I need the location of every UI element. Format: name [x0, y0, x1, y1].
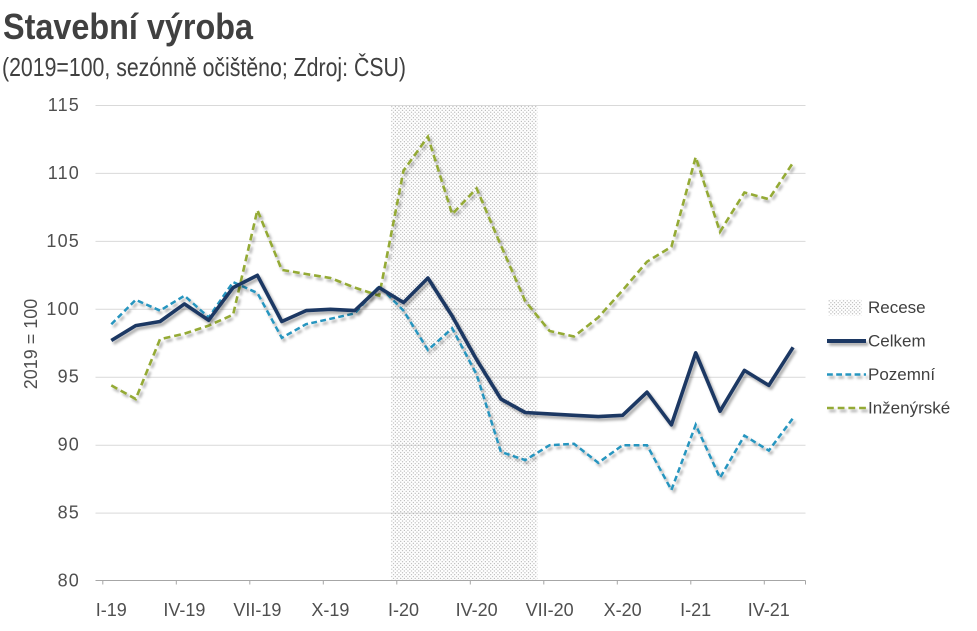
svg-text:80: 80	[58, 571, 80, 591]
svg-text:Celkem: Celkem	[868, 332, 926, 351]
svg-text:I-21: I-21	[680, 600, 711, 620]
svg-text:I-19: I-19	[96, 600, 127, 620]
svg-text:IV-21: IV-21	[748, 600, 790, 620]
svg-text:VII-19: VII-19	[233, 600, 281, 620]
svg-text:IV-19: IV-19	[163, 600, 205, 620]
svg-text:IV-20: IV-20	[456, 600, 498, 620]
svg-text:110: 110	[48, 163, 80, 183]
svg-text:(2019=100, sezónně očištěno; Z: (2019=100, sezónně očištěno; Zdroj: ČSU)	[2, 52, 406, 82]
svg-text:105: 105	[46, 231, 80, 251]
svg-text:X-19: X-19	[311, 600, 349, 620]
svg-text:Recese: Recese	[868, 298, 926, 317]
svg-text:I-20: I-20	[388, 600, 419, 620]
svg-text:95: 95	[58, 367, 80, 387]
svg-text:115: 115	[48, 95, 80, 115]
svg-text:Pozemní: Pozemní	[868, 365, 935, 384]
svg-text:X-20: X-20	[604, 600, 642, 620]
svg-text:Inženýrské: Inženýrské	[868, 399, 950, 418]
svg-text:VII-20: VII-20	[526, 600, 574, 620]
svg-text:Stavební výroba: Stavební výroba	[3, 6, 254, 47]
svg-text:90: 90	[58, 435, 80, 455]
svg-text:85: 85	[58, 503, 80, 523]
svg-text:100: 100	[46, 299, 80, 319]
svg-text:2019 = 100: 2019 = 100	[21, 299, 41, 390]
